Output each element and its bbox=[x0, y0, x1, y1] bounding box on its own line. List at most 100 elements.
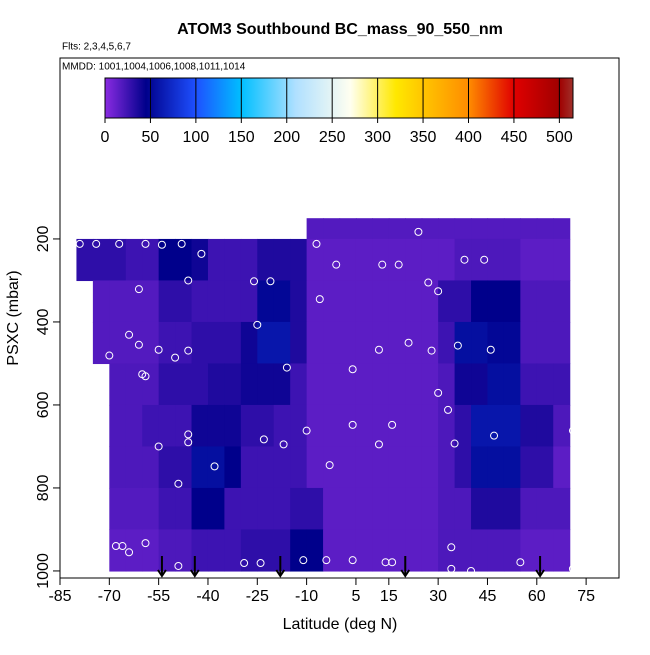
heat-cell bbox=[323, 487, 341, 531]
heat-cell bbox=[224, 363, 242, 406]
sample-point bbox=[332, 260, 341, 269]
marker-arrow bbox=[157, 556, 167, 578]
sample-point bbox=[210, 462, 219, 471]
heat-cell bbox=[388, 529, 406, 572]
heat-cell bbox=[438, 529, 456, 572]
heat-cell bbox=[142, 487, 160, 531]
heat-cell bbox=[553, 529, 571, 572]
sample-point bbox=[348, 556, 357, 565]
heat-cell bbox=[125, 487, 143, 531]
heat-cell bbox=[339, 529, 357, 572]
heat-cell bbox=[224, 529, 242, 572]
heat-cell bbox=[553, 363, 571, 406]
heat-cell bbox=[405, 529, 423, 572]
marker-arrow bbox=[189, 556, 200, 578]
colorbar-tick-label: 450 bbox=[501, 129, 528, 146]
heat-cell bbox=[306, 321, 324, 365]
heat-cell bbox=[273, 363, 291, 406]
heat-cell bbox=[487, 321, 505, 365]
heat-cell bbox=[503, 487, 521, 531]
heat-cell bbox=[339, 218, 357, 240]
heat-cell bbox=[323, 218, 341, 240]
y-tick-label: 200 bbox=[35, 225, 52, 252]
heat-cell bbox=[142, 280, 160, 323]
heat-cell bbox=[207, 487, 226, 531]
heat-cell bbox=[536, 238, 554, 282]
heat-cell bbox=[175, 321, 193, 365]
heat-cell bbox=[109, 446, 127, 489]
heat-cell bbox=[536, 487, 554, 531]
heat-cell bbox=[487, 487, 505, 531]
heat-cell bbox=[372, 218, 390, 240]
heat-cell bbox=[355, 529, 373, 572]
colorbar-tick-label: 300 bbox=[364, 129, 391, 146]
heat-cell bbox=[290, 529, 308, 572]
heat-cell bbox=[175, 404, 193, 448]
heat-cell bbox=[454, 238, 472, 282]
heat-cell bbox=[339, 321, 357, 365]
heat-cell bbox=[438, 238, 456, 282]
sample-point bbox=[141, 372, 150, 381]
x-tick-label: -40 bbox=[196, 588, 219, 605]
heat-cell bbox=[191, 238, 209, 282]
heat-cell bbox=[520, 238, 538, 282]
sample-point bbox=[516, 558, 525, 567]
heat-cell bbox=[240, 446, 258, 489]
sample-point bbox=[374, 345, 383, 354]
heat-cell bbox=[207, 529, 226, 572]
heat-cell bbox=[372, 404, 390, 448]
heat-cell bbox=[388, 404, 406, 448]
heat-cell bbox=[175, 446, 193, 489]
heat-cell bbox=[372, 529, 390, 572]
heat-cell bbox=[125, 363, 143, 406]
heat-cell bbox=[109, 404, 127, 448]
sample-point bbox=[424, 278, 433, 287]
sample-point bbox=[467, 566, 476, 575]
heat-cell bbox=[520, 363, 538, 406]
heat-cell bbox=[372, 280, 390, 323]
heat-cell bbox=[339, 238, 357, 282]
heat-cell bbox=[339, 487, 357, 531]
heat-cell bbox=[471, 218, 489, 240]
heat-cell bbox=[388, 238, 406, 282]
heat-cell bbox=[421, 487, 439, 531]
heat-cell bbox=[240, 321, 258, 365]
marker-arrow bbox=[275, 556, 286, 578]
heat-cell bbox=[438, 487, 456, 531]
sample-point bbox=[388, 420, 397, 429]
sample-point bbox=[259, 435, 268, 444]
heat-cell bbox=[323, 404, 341, 448]
heat-cell bbox=[191, 280, 209, 323]
heat-cell bbox=[471, 446, 489, 489]
heat-cell bbox=[207, 238, 226, 282]
heat-cell bbox=[158, 363, 176, 406]
heat-cell bbox=[224, 487, 242, 531]
heat-cell bbox=[438, 321, 456, 365]
heat-cell bbox=[257, 238, 275, 282]
x-tick-label: -55 bbox=[147, 588, 170, 605]
heat-cell bbox=[405, 218, 423, 240]
sample-point bbox=[299, 556, 308, 565]
heat-cell bbox=[454, 446, 472, 489]
heat-cell bbox=[306, 280, 324, 323]
heat-cell bbox=[553, 321, 571, 365]
heat-cell bbox=[487, 529, 505, 572]
heat-cell bbox=[388, 218, 406, 240]
heat-cell bbox=[454, 404, 472, 448]
heat-cell bbox=[405, 280, 423, 323]
heat-cell bbox=[175, 238, 193, 282]
heat-cell bbox=[405, 404, 423, 448]
heat-cell bbox=[323, 238, 341, 282]
heat-cell bbox=[471, 321, 489, 365]
y-tick-label: 600 bbox=[35, 391, 52, 418]
heat-cell bbox=[536, 321, 554, 365]
sample-point bbox=[250, 277, 259, 286]
heat-cell bbox=[372, 321, 390, 365]
heat-cell bbox=[76, 238, 94, 282]
colorbar-tick-label: 250 bbox=[319, 129, 346, 146]
heat-cell bbox=[142, 321, 160, 365]
heat-cell bbox=[207, 404, 226, 448]
sample-point bbox=[141, 539, 150, 548]
heat-cell bbox=[487, 280, 505, 323]
heat-cell bbox=[520, 280, 538, 323]
